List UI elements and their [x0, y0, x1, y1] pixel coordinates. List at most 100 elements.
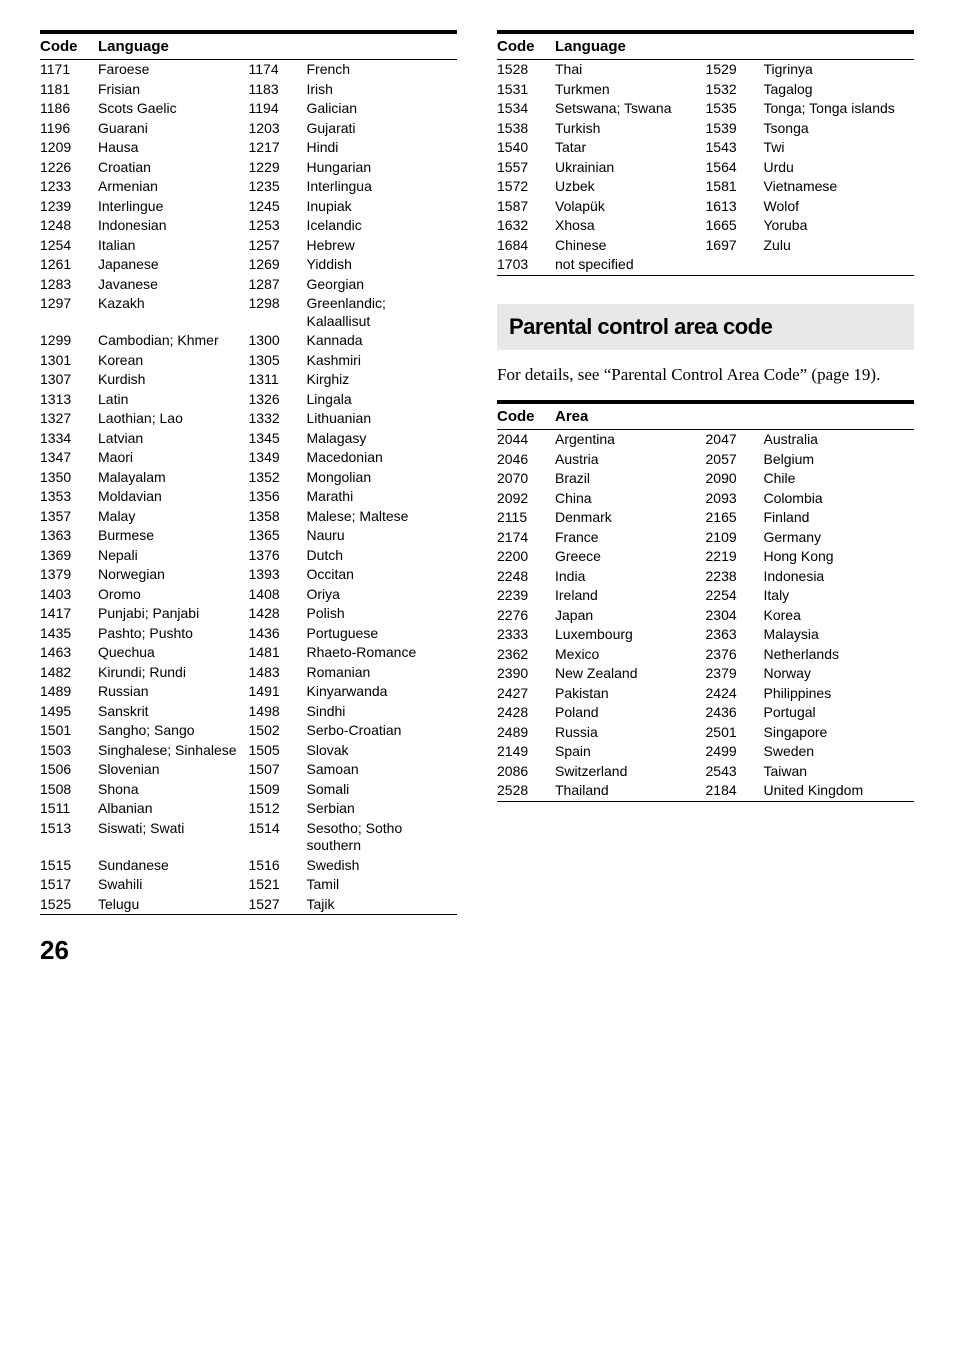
label-cell: Thailand — [555, 782, 706, 800]
label-cell: Turkmen — [555, 81, 706, 99]
label-cell: Germany — [764, 529, 915, 547]
code-cell: 1203 — [249, 120, 307, 138]
table-row: 1513Siswati; Swati1514Sesotho; Sotho sou… — [40, 819, 457, 856]
label-cell: Irish — [307, 81, 458, 99]
table-row: 1313Latin1326Lingala — [40, 390, 457, 410]
code-cell: 1581 — [706, 178, 764, 196]
code-cell: 1248 — [40, 217, 98, 235]
label-cell: Sesotho; Sotho southern — [307, 820, 458, 855]
label-cell: Australia — [764, 431, 915, 449]
table-row: 2528Thailand2184United Kingdom — [497, 781, 914, 801]
left-table-header: Code Language — [40, 30, 457, 60]
code-cell: 1501 — [40, 722, 98, 740]
table-row: 2427Pakistan2424Philippines — [497, 684, 914, 704]
label-cell: Yiddish — [307, 256, 458, 274]
code-cell: 1347 — [40, 449, 98, 467]
label-cell: Luxembourg — [555, 626, 706, 644]
label-cell: Twi — [764, 139, 915, 157]
code-cell: 2090 — [706, 470, 764, 488]
code-cell: 1379 — [40, 566, 98, 584]
code-cell: 1557 — [497, 159, 555, 177]
code-cell: 1356 — [249, 488, 307, 506]
label-cell: Telugu — [98, 896, 249, 914]
label-cell: Tonga; Tonga islands — [764, 100, 915, 118]
code-cell: 1508 — [40, 781, 98, 799]
table-row: 1463Quechua1481Rhaeto-Romance — [40, 643, 457, 663]
label-cell: Polish — [307, 605, 458, 623]
table-row: 2248India2238Indonesia — [497, 567, 914, 587]
code-cell: 1217 — [249, 139, 307, 157]
label-cell: Pakistan — [555, 685, 706, 703]
label-cell: Punjabi; Panjabi — [98, 605, 249, 623]
code-cell: 1357 — [40, 508, 98, 526]
label-cell: Interlingue — [98, 198, 249, 216]
label-cell: Yoruba — [764, 217, 915, 235]
code-cell: 1235 — [249, 178, 307, 196]
table-row: 1557Ukrainian1564Urdu — [497, 158, 914, 178]
label-cell: Chinese — [555, 237, 706, 255]
code-cell: 1194 — [249, 100, 307, 118]
code-cell: 1350 — [40, 469, 98, 487]
code-cell: 1697 — [706, 237, 764, 255]
right-lang-header: Code Language — [497, 30, 914, 60]
label-cell: Uzbek — [555, 178, 706, 196]
code-cell: 1307 — [40, 371, 98, 389]
table-row: 2115Denmark2165Finland — [497, 508, 914, 528]
label-cell: China — [555, 490, 706, 508]
table-row: 2362Mexico2376Netherlands — [497, 645, 914, 665]
table-row: 2390New Zealand2379Norway — [497, 664, 914, 684]
label-cell: Indonesian — [98, 217, 249, 235]
header-code: Code — [497, 408, 555, 425]
code-cell: 1529 — [706, 61, 764, 79]
label-cell: Hebrew — [307, 237, 458, 255]
table-row: 1515Sundanese1516Swedish — [40, 856, 457, 876]
label-cell: Oriya — [307, 586, 458, 604]
table-row: 2489Russia2501Singapore — [497, 723, 914, 743]
label-cell: Latin — [98, 391, 249, 409]
code-cell: 1521 — [249, 876, 307, 894]
table-row: 1632Xhosa1665Yoruba — [497, 216, 914, 236]
table-row: 1534Setswana; Tswana1535Tonga; Tonga isl… — [497, 99, 914, 119]
table-row: 1283Javanese1287Georgian — [40, 275, 457, 295]
code-cell: 2436 — [706, 704, 764, 722]
label-cell: Hausa — [98, 139, 249, 157]
code-cell: 1326 — [249, 391, 307, 409]
table-row: 2428Poland2436Portugal — [497, 703, 914, 723]
label-cell: Kirundi; Rundi — [98, 664, 249, 682]
code-cell: 1509 — [249, 781, 307, 799]
code-cell: 1269 — [249, 256, 307, 274]
code-cell: 2499 — [706, 743, 764, 761]
table-row: 1379Norwegian1393Occitan — [40, 565, 457, 585]
label-cell: Malagasy — [307, 430, 458, 448]
code-cell: 2092 — [497, 490, 555, 508]
label-cell: Taiwan — [764, 763, 915, 781]
code-cell: 1376 — [249, 547, 307, 565]
code-cell: 2363 — [706, 626, 764, 644]
parental-control-heading: Parental control area code — [497, 304, 914, 350]
label-cell: Lingala — [307, 391, 458, 409]
code-cell: 1365 — [249, 527, 307, 545]
code-cell: 1229 — [249, 159, 307, 177]
code-cell: 1245 — [249, 198, 307, 216]
label-cell: Netherlands — [764, 646, 915, 664]
label-cell: Hong Kong — [764, 548, 915, 566]
code-cell: 2238 — [706, 568, 764, 586]
code-cell: 1226 — [40, 159, 98, 177]
label-cell: Serbo-Croatian — [307, 722, 458, 740]
code-cell: 2428 — [497, 704, 555, 722]
label-cell: Croatian — [98, 159, 249, 177]
label-cell: Singhalese; Sinhalese — [98, 742, 249, 760]
label-cell: Samoan — [307, 761, 458, 779]
code-cell: 1543 — [706, 139, 764, 157]
code-cell: 2304 — [706, 607, 764, 625]
table-row: 2200Greece2219Hong Kong — [497, 547, 914, 567]
code-cell: 1283 — [40, 276, 98, 294]
label-cell: Dutch — [307, 547, 458, 565]
code-cell: 2379 — [706, 665, 764, 683]
code-cell: 2333 — [497, 626, 555, 644]
code-cell: 1572 — [497, 178, 555, 196]
code-cell: 1253 — [249, 217, 307, 235]
label-cell: Brazil — [555, 470, 706, 488]
label-cell: Setswana; Tswana — [555, 100, 706, 118]
label-cell: United Kingdom — [764, 782, 915, 800]
